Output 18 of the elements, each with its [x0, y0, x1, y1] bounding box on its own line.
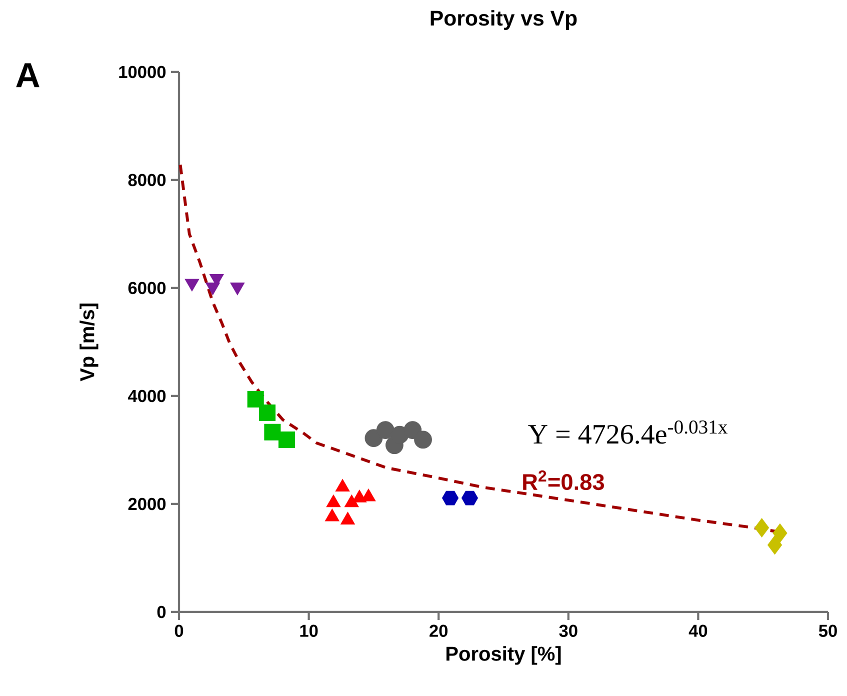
y-tick-label: 6000 [128, 282, 166, 294]
text: A [16, 63, 40, 88]
y-axis-title: Vp [m/s] [80, 304, 98, 382]
y-tick-label: 10000 [119, 66, 166, 78]
text: R$^{2}$=0.83 [523, 470, 604, 490]
x-axis-title: Porosity [%] [446, 646, 561, 665]
x-tick-label: 20 [430, 624, 448, 637]
x-tick-label: 30 [559, 624, 578, 637]
x-tick-label: 0 [174, 624, 184, 637]
y-tick-label: 8000 [128, 174, 166, 186]
y-tick-label: 4000 [128, 390, 166, 402]
chart-title: Porosity vs Vp [430, 10, 577, 30]
y-tick-label: 2000 [128, 498, 166, 510]
x-tick-label: 40 [688, 624, 708, 637]
annotation: Y = 4726.4e$^{-0.031x}$ [528, 420, 728, 444]
x-tick-label: 50 [818, 624, 837, 637]
y-tick-label: 0 [157, 606, 166, 618]
x-tick-label: 10 [300, 624, 318, 637]
